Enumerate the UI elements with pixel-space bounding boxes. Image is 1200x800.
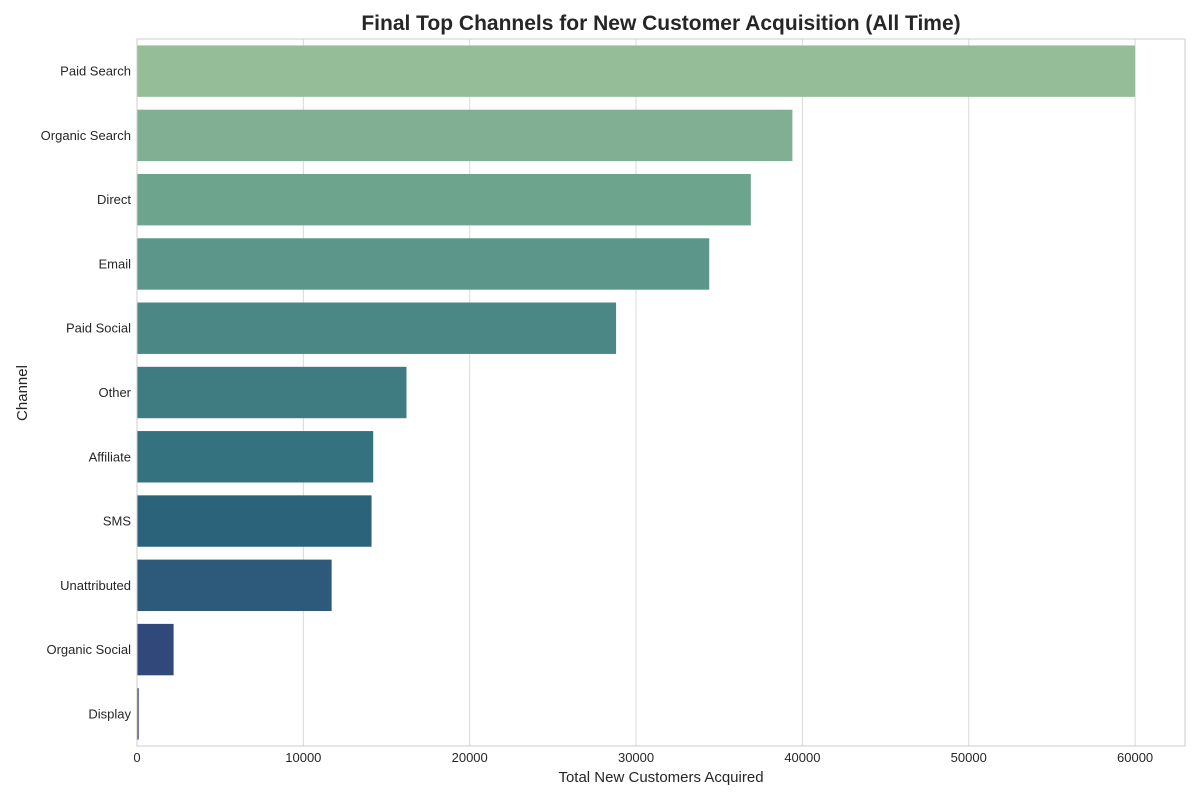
bar-organic-search bbox=[137, 110, 792, 161]
y-tick-label: Display bbox=[88, 706, 131, 721]
x-tick-label: 10000 bbox=[285, 750, 321, 765]
y-tick-label: Other bbox=[98, 385, 131, 400]
bar-sms bbox=[137, 495, 372, 546]
y-tick-label: Paid Search bbox=[60, 64, 131, 79]
y-tick-label: Unattributed bbox=[60, 578, 131, 593]
y-tick-label: SMS bbox=[103, 514, 132, 529]
bar-other bbox=[137, 367, 406, 418]
x-tick-label: 30000 bbox=[618, 750, 654, 765]
y-tick-label: Email bbox=[98, 256, 131, 271]
bar-paid-search bbox=[137, 45, 1135, 96]
bar-affiliate bbox=[137, 431, 373, 482]
x-tick-label: 20000 bbox=[452, 750, 488, 765]
x-tick-label: 50000 bbox=[951, 750, 987, 765]
x-axis-ticks: 0 10000 20000 30000 40000 50000 60000 bbox=[133, 750, 1153, 765]
x-tick-label: 0 bbox=[133, 750, 140, 765]
bar-email bbox=[137, 238, 709, 289]
y-tick-label: Affiliate bbox=[89, 449, 131, 464]
y-tick-label: Organic Social bbox=[46, 642, 131, 657]
y-axis-label: Channel bbox=[14, 365, 31, 421]
chart-title: Final Top Channels for New Customer Acqu… bbox=[361, 12, 960, 35]
y-tick-label: Paid Social bbox=[66, 321, 131, 336]
bar-unattributed bbox=[137, 560, 332, 611]
y-axis-ticks: Paid Search Organic Search Direct Email Paid… bbox=[41, 64, 132, 722]
bar-direct bbox=[137, 174, 751, 225]
bar-organic-social bbox=[137, 624, 174, 675]
x-tick-label: 60000 bbox=[1117, 750, 1153, 765]
x-tick-label: 40000 bbox=[784, 750, 820, 765]
x-axis-label: Total New Customers Acquired bbox=[558, 769, 763, 786]
y-tick-label: Organic Search bbox=[41, 128, 131, 143]
bar-paid-social bbox=[137, 303, 616, 354]
y-tick-label: Direct bbox=[97, 192, 131, 207]
